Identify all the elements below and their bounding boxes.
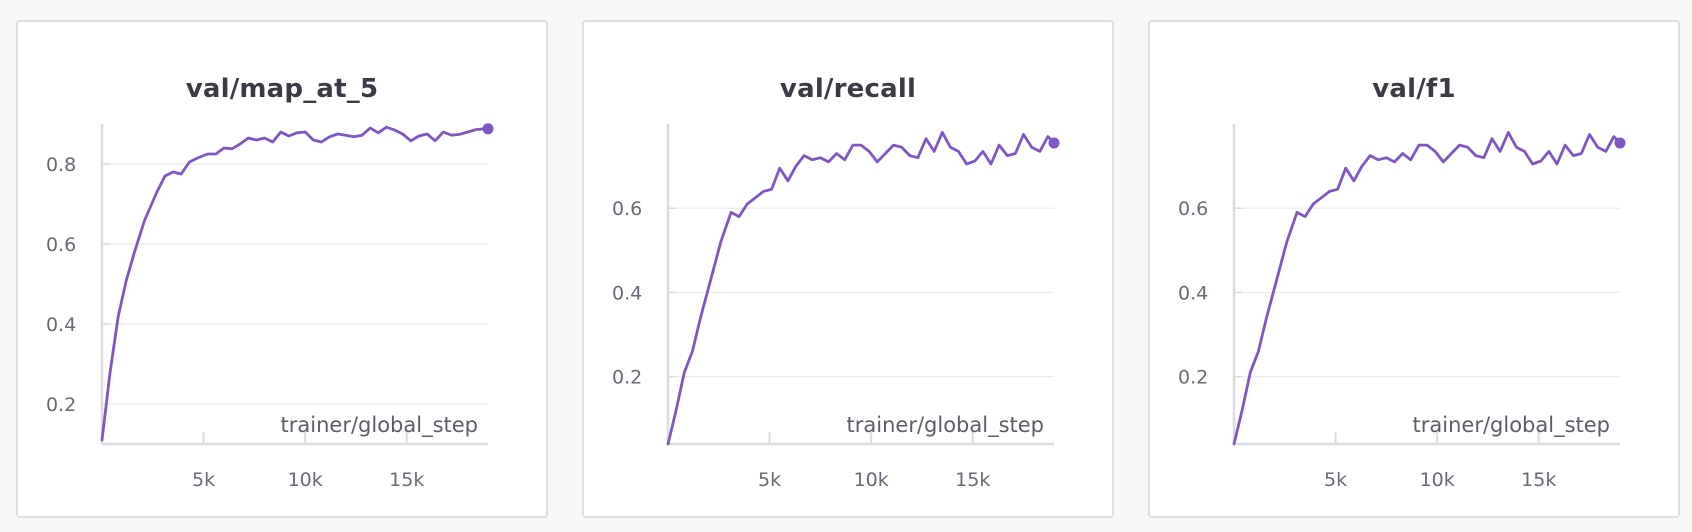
x-axis-label: trainer/global_step [1413,413,1610,438]
series-line [666,131,1056,446]
x-axis-label: trainer/global_step [847,413,1044,438]
y-tick-label: 0.2 [612,367,642,389]
chart-plot-map-at-5: 0.2 0.4 0.6 0.8 5k 10k 15k trainer/global_step [46,123,494,491]
series-line [100,125,490,442]
y-tick-label: 0.6 [612,198,642,220]
y-tick-label: 0.8 [46,154,76,176]
y-tick-label: 0.4 [1178,282,1208,304]
series-line [1232,131,1622,446]
chart-title: val/f1 [1372,74,1456,104]
y-tick-label: 0.4 [46,314,76,336]
series-end-point [482,123,494,135]
x-tick-label: 5k [192,469,215,491]
chart-plot-f1: 0.2 0.4 0.6 5k 10k 15k trainer/global_step [1178,124,1626,491]
chart-panel-map-at-5: val/map_at_5 0.2 0.4 0.6 0.8 5k 10k 15k trainer… [16,20,548,518]
chart-panel-f1: val/f1 0.2 0.4 0.6 5k 10k 15k trainer/global_s… [1148,20,1680,518]
x-tick-label: 5k [1324,469,1347,491]
chart-plot-recall: 0.2 0.4 0.6 5k 10k 15k trainer/global_step [612,124,1060,491]
series-end-point [1048,137,1060,149]
series-end-point [1614,137,1626,149]
chart-title: val/recall [779,74,917,104]
y-tick-label: 0.2 [46,394,76,416]
x-tick-label: 15k [389,469,424,491]
x-tick-label: 10k [1420,469,1455,491]
x-tick-label: 10k [288,469,323,491]
y-tick-label: 0.6 [1178,198,1208,220]
x-tick-label: 5k [758,469,781,491]
x-axis-label: trainer/global_step [281,413,478,438]
y-tick-label: 0.4 [612,282,642,304]
y-tick-label: 0.6 [46,234,76,256]
chart-title: val/map_at_5 [185,74,379,104]
x-tick-label: 15k [955,469,990,491]
y-tick-label: 0.2 [1178,367,1208,389]
x-tick-label: 15k [1521,469,1556,491]
x-tick-label: 10k [854,469,889,491]
chart-panel-recall: val/recall 0.2 0.4 0.6 5k 10k 15k trainer/glob… [582,20,1114,518]
